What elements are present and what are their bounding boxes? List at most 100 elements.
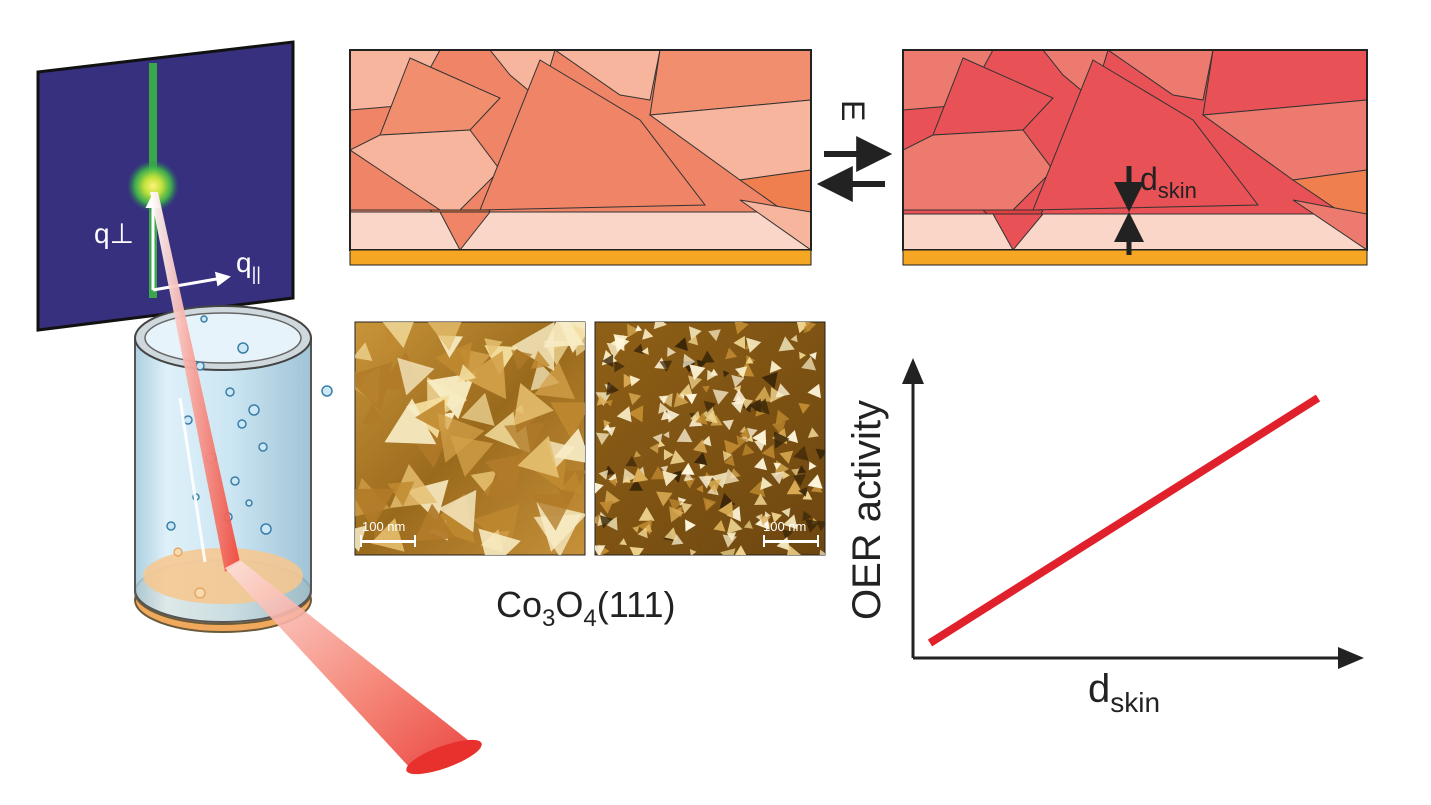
plot-y-label: OER activity (845, 400, 889, 620)
afm-grain (692, 439, 708, 454)
afm-grain (693, 452, 708, 466)
afm-grain (771, 512, 783, 523)
afm-grain (718, 501, 734, 518)
film-schematic-pristine (349, 49, 812, 266)
electrochemical-cell (134, 305, 333, 633)
afm-grain (743, 520, 753, 529)
afm-grain (685, 393, 698, 405)
afm-grain (629, 375, 641, 387)
afm-grain (606, 381, 620, 396)
afm-grain (781, 507, 791, 518)
afm-grain (724, 439, 741, 457)
afm-grain (703, 497, 717, 512)
afm-grain (601, 354, 614, 368)
afm-grain (633, 450, 642, 458)
afm-grain (504, 422, 546, 460)
afm-grain (478, 528, 521, 555)
afm-grain (427, 322, 462, 351)
afm-grain (511, 349, 533, 371)
afm-grain (681, 462, 695, 475)
afm-grain (560, 471, 583, 495)
afm-grain (513, 383, 554, 426)
afm-grain (653, 322, 667, 330)
afm-grain (779, 450, 794, 464)
afm-grain (759, 514, 771, 526)
afm-grain (683, 472, 694, 482)
afm-grain (746, 337, 762, 353)
afm-grain (770, 471, 785, 485)
afm-grain (775, 409, 790, 425)
y-axis-arrowhead (902, 358, 924, 384)
afm-caption: Co3O4(111) (496, 584, 675, 632)
afm-grain (605, 426, 616, 437)
afm-grain (698, 475, 713, 489)
afm-grain (724, 455, 735, 467)
afm-grain (669, 506, 685, 523)
substrate-right (902, 249, 1368, 266)
afm-grain (688, 414, 703, 427)
afm-grain (663, 449, 674, 461)
afm-grain (619, 538, 627, 546)
afm-grain (771, 421, 786, 435)
afm-grain (805, 322, 817, 333)
substrate-left (349, 249, 812, 266)
afm-grain (660, 465, 669, 473)
afm-grain (700, 350, 715, 363)
afm-grain (662, 470, 678, 487)
afm-grain (481, 467, 518, 501)
skin-label: dskin (1140, 161, 1197, 203)
afm-grain (722, 468, 740, 485)
afm-grain (674, 337, 688, 351)
afm-grain (532, 492, 575, 531)
afm-grain (616, 406, 632, 423)
afm-grain (773, 431, 790, 449)
afm-grain (807, 474, 823, 489)
afm-grain (670, 450, 686, 465)
afm-grain (723, 370, 730, 378)
x-axis-arrowhead (1338, 647, 1364, 669)
afm-grain (599, 515, 613, 529)
afm-grain (722, 419, 734, 431)
afm-grain (689, 364, 706, 381)
afm-grain (809, 352, 817, 360)
afm-grain (695, 412, 708, 425)
afm-grain (470, 470, 497, 496)
afm-grain (801, 356, 817, 371)
afm-grain (754, 493, 768, 505)
afm-grain (595, 482, 604, 494)
afm-grain (704, 410, 718, 424)
afm-grain (702, 385, 710, 393)
afm-grain (742, 398, 754, 410)
afm-grain (775, 383, 791, 398)
afm-grain (782, 514, 798, 530)
afm-grain (623, 476, 631, 483)
afm-grain (685, 519, 696, 532)
switch-label: E (835, 100, 871, 121)
afm-grain (382, 322, 414, 349)
afm-grain (649, 443, 659, 454)
afm-grain (754, 386, 772, 402)
afm-grain (761, 444, 775, 459)
afm-grain (798, 487, 808, 497)
afm-grain (688, 375, 703, 390)
afm-grain (397, 357, 435, 396)
afm-grain (797, 465, 807, 474)
afm-grain (734, 322, 749, 335)
afm-grain (713, 520, 726, 532)
afm-grain (667, 346, 676, 357)
afm-grain (808, 461, 817, 471)
afm-grain (790, 334, 798, 343)
afm-grain (735, 366, 748, 379)
afm-grain (807, 383, 821, 399)
afm-grain (598, 469, 609, 480)
afm-grain (667, 409, 680, 423)
afm-grain (370, 518, 405, 552)
afm-grain (641, 347, 649, 355)
afm-grain (599, 500, 614, 514)
bragg-spot (127, 160, 179, 212)
afm-grain (696, 484, 704, 493)
afm-grain (632, 467, 649, 483)
afm-grain (720, 548, 736, 555)
afm-grain (773, 462, 782, 470)
